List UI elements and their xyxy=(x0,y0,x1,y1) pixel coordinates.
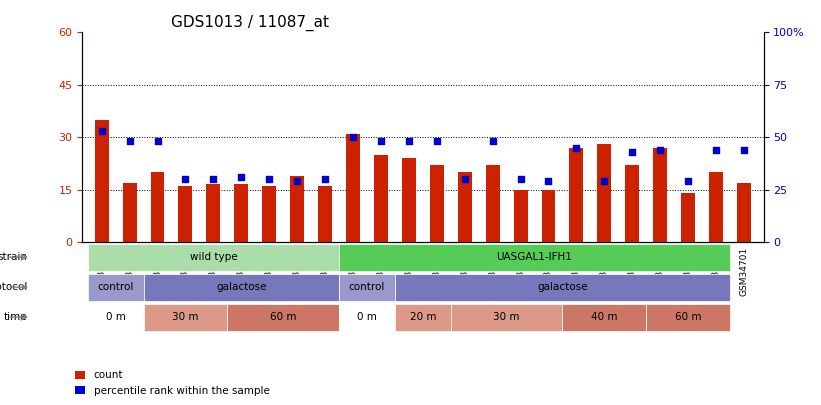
Text: control: control xyxy=(349,282,385,292)
Point xyxy=(458,176,471,183)
Text: time: time xyxy=(4,312,28,322)
Bar xyxy=(542,190,556,242)
FancyBboxPatch shape xyxy=(562,304,646,330)
Bar xyxy=(401,158,415,242)
Bar xyxy=(318,186,332,242)
Text: control: control xyxy=(98,282,134,292)
Bar xyxy=(374,155,388,242)
FancyBboxPatch shape xyxy=(144,274,339,301)
Bar xyxy=(626,165,640,242)
FancyBboxPatch shape xyxy=(339,304,395,330)
Point xyxy=(542,178,555,185)
Legend: count, percentile rank within the sample: count, percentile rank within the sample xyxy=(71,366,274,400)
Bar xyxy=(150,172,164,242)
Bar xyxy=(681,193,695,242)
Text: strain: strain xyxy=(0,252,28,262)
Bar xyxy=(486,165,500,242)
Text: 0 m: 0 m xyxy=(106,312,126,322)
Point xyxy=(374,138,388,145)
FancyBboxPatch shape xyxy=(339,274,395,301)
Bar xyxy=(346,134,360,242)
Bar xyxy=(737,183,751,242)
Text: galactose: galactose xyxy=(216,282,267,292)
Bar xyxy=(122,183,136,242)
FancyBboxPatch shape xyxy=(227,304,339,330)
Point xyxy=(737,147,750,153)
FancyBboxPatch shape xyxy=(451,304,562,330)
Point xyxy=(207,176,220,183)
Point xyxy=(654,147,667,153)
Bar xyxy=(458,172,472,242)
Point xyxy=(486,138,499,145)
Point xyxy=(263,176,276,183)
FancyBboxPatch shape xyxy=(646,304,730,330)
Point xyxy=(598,178,611,185)
Point xyxy=(291,178,304,185)
Text: GDS1013 / 11087_at: GDS1013 / 11087_at xyxy=(171,15,328,31)
FancyBboxPatch shape xyxy=(395,304,451,330)
Point xyxy=(430,138,443,145)
Point xyxy=(709,147,722,153)
FancyBboxPatch shape xyxy=(395,274,730,301)
Point xyxy=(402,138,415,145)
Text: 30 m: 30 m xyxy=(172,312,199,322)
Point xyxy=(514,176,527,183)
Bar xyxy=(430,165,444,242)
Text: 0 m: 0 m xyxy=(357,312,377,322)
Text: growth protocol: growth protocol xyxy=(0,282,28,292)
Text: 60 m: 60 m xyxy=(675,312,701,322)
Bar xyxy=(514,190,528,242)
Bar xyxy=(290,176,304,242)
Bar xyxy=(234,185,248,242)
Point xyxy=(319,176,332,183)
Point xyxy=(95,128,108,134)
Text: galactose: galactose xyxy=(537,282,588,292)
Point xyxy=(626,149,639,155)
Bar xyxy=(598,144,612,242)
FancyBboxPatch shape xyxy=(88,244,339,271)
Point xyxy=(179,176,192,183)
Text: 20 m: 20 m xyxy=(410,312,436,322)
Bar xyxy=(262,186,276,242)
Bar xyxy=(570,148,584,242)
Point xyxy=(123,138,136,145)
Text: 40 m: 40 m xyxy=(591,312,617,322)
Text: UASGAL1-IFH1: UASGAL1-IFH1 xyxy=(497,252,572,262)
Point xyxy=(151,138,164,145)
Text: 30 m: 30 m xyxy=(493,312,520,322)
Bar xyxy=(709,172,723,242)
Bar xyxy=(654,148,667,242)
Bar xyxy=(178,186,192,242)
FancyBboxPatch shape xyxy=(144,304,227,330)
Text: 60 m: 60 m xyxy=(270,312,296,322)
FancyBboxPatch shape xyxy=(88,304,144,330)
Bar xyxy=(206,185,220,242)
Bar xyxy=(94,120,108,242)
Point xyxy=(570,145,583,151)
Text: wild type: wild type xyxy=(190,252,237,262)
Point xyxy=(681,178,695,185)
Point xyxy=(235,174,248,180)
Point xyxy=(346,134,360,141)
FancyBboxPatch shape xyxy=(88,274,144,301)
FancyBboxPatch shape xyxy=(339,244,730,271)
